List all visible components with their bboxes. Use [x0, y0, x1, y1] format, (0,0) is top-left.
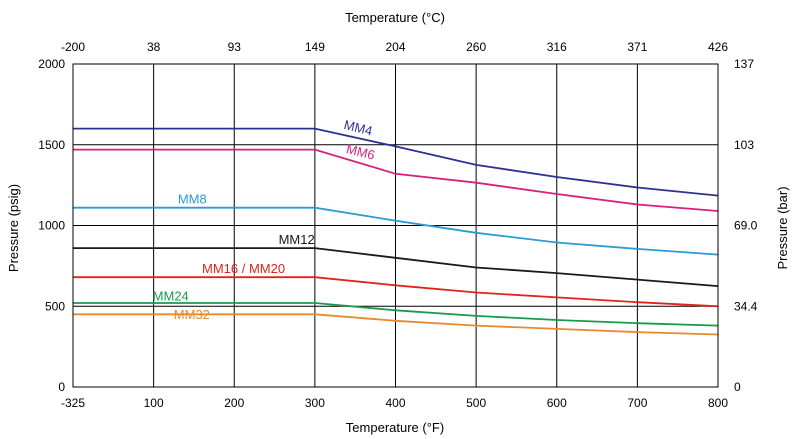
series-label-mm6: MM6 — [345, 141, 377, 163]
x-bottom-tick: 500 — [466, 396, 486, 410]
x-top-tick: 371 — [627, 40, 647, 54]
y-left-tick: 2000 — [38, 57, 65, 71]
y-right-tick: 137 — [734, 57, 754, 71]
x-top-tick: -200 — [61, 40, 85, 54]
bottom-axis-title: Temperature (°F) — [346, 420, 444, 435]
series-label-mm32: MM32 — [174, 307, 210, 322]
series-line-mm4 — [73, 127, 719, 197]
series-line-mm12 — [73, 247, 719, 287]
x-bottom-tick: 400 — [385, 396, 405, 410]
series-line-mm6 — [73, 148, 719, 212]
left-axis-title: Pressure (psig) — [6, 184, 21, 272]
x-top-tick: 149 — [305, 40, 325, 54]
series-lines — [73, 127, 719, 336]
y-right-tick: 103 — [734, 138, 754, 152]
y-left-tick: 1500 — [38, 138, 65, 152]
series-label-mm12: MM12 — [279, 232, 315, 247]
series-line-mm8 — [73, 206, 719, 256]
series-line-mm24 — [73, 302, 719, 327]
y-right-tick: 69.0 — [734, 219, 758, 233]
series-label-mm16-mm20: MM16 / MM20 — [202, 261, 285, 276]
top-axis-title: Temperature (°C) — [345, 10, 445, 25]
x-top-tick: 316 — [547, 40, 567, 54]
series-line-mm16-mm20 — [73, 276, 719, 308]
x-bottom-tick: -325 — [61, 396, 85, 410]
grid-lines — [73, 64, 718, 387]
x-top-tick: 38 — [147, 40, 161, 54]
plot-frame — [72, 63, 719, 388]
right-axis-title: Pressure (bar) — [775, 186, 790, 269]
x-bottom-tick: 300 — [305, 396, 325, 410]
x-top-tick: 426 — [708, 40, 728, 54]
x-bottom-tick: 600 — [547, 396, 567, 410]
tick-labels: -325 100 200 300 400 500 600 700 800 -200 38 93 149 2… — [38, 40, 757, 410]
y-right-tick: 0 — [734, 380, 741, 394]
x-bottom-tick: 100 — [144, 396, 164, 410]
x-bottom-tick: 200 — [224, 396, 244, 410]
x-top-tick: 93 — [228, 40, 242, 54]
series-label-mm8: MM8 — [178, 192, 207, 207]
x-top-tick: 204 — [385, 40, 405, 54]
x-bottom-tick: 700 — [627, 396, 647, 410]
x-top-tick: 260 — [466, 40, 486, 54]
y-left-tick: 1000 — [38, 219, 65, 233]
y-left-tick: 0 — [58, 380, 65, 394]
x-bottom-tick: 800 — [708, 396, 728, 410]
y-right-tick: 34.4 — [734, 299, 758, 313]
series-label-mm4: MM4 — [342, 117, 374, 139]
series-label-mm24: MM24 — [153, 289, 189, 304]
y-left-tick: 500 — [45, 299, 65, 313]
series-line-mm32 — [73, 313, 719, 336]
